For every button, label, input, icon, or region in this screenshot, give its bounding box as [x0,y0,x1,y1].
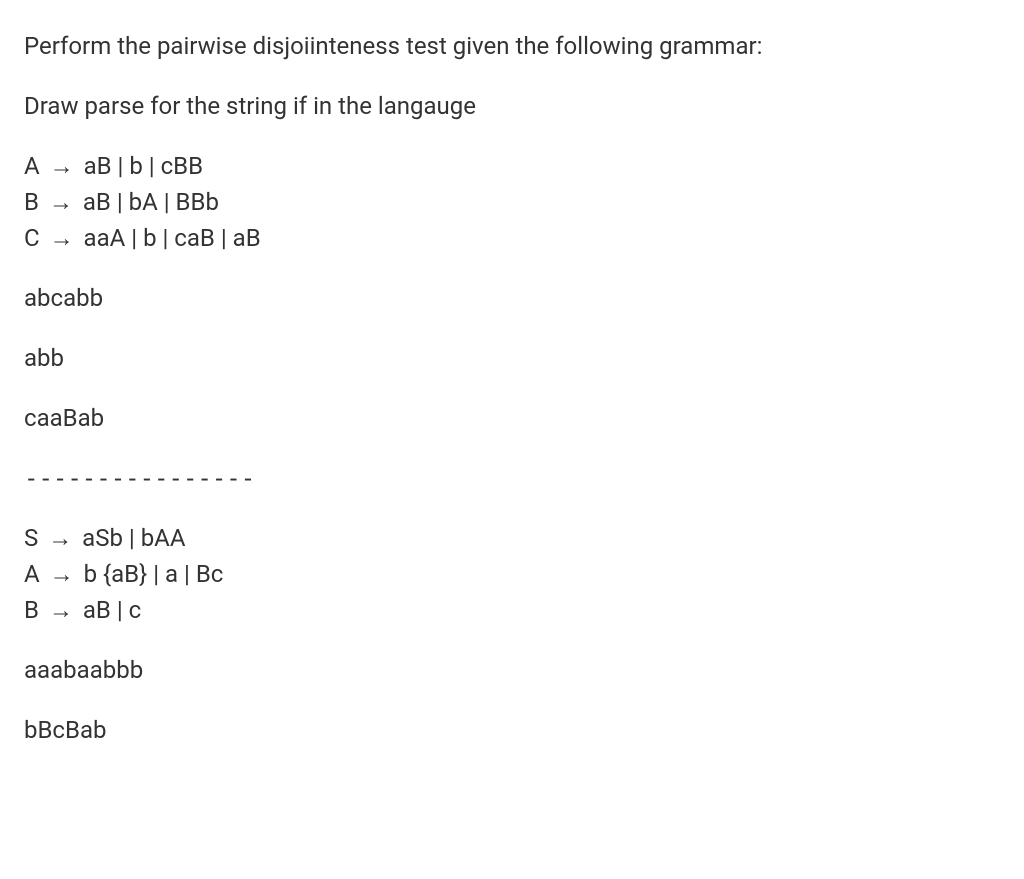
grammar1-rule-A: A → aB | b | cBB [24,148,1000,184]
test-string-1: abcabb [24,280,1000,316]
grammar1-B-rhs: aB | bA | BBb [83,188,219,216]
section-divider: ---------------- [24,460,1000,496]
grammar-block-2: S → aSb | bAA A → b {aB} | a | Bc B → aB… [24,520,1000,628]
test-string-5: bBcBab [24,712,1000,748]
arrow-icon: → [46,556,78,592]
grammar2-B-lhs: B [24,596,39,624]
arrow-icon: → [45,184,77,220]
instruction-line-1: Perform the pairwise disjoiinteness test… [24,28,1000,64]
grammar1-C-rhs: aaA | b | caB | aB [84,224,261,252]
grammar2-S-rhs: aSb | bAA [82,524,185,552]
grammar1-rule-C: C → aaA | b | caB | aB [24,220,1000,256]
grammar1-A-lhs: A [24,152,40,180]
grammar1-B-lhs: B [24,188,39,216]
arrow-icon: → [44,520,76,556]
arrow-icon: → [46,148,78,184]
grammar-block-1: A → aB | b | cBB B → aB | bA | BBb C → a… [24,148,1000,256]
grammar2-A-lhs: A [24,560,40,588]
grammar2-B-rhs: aB | c [83,596,141,624]
grammar2-A-rhs: b {aB} | a | Bc [84,560,224,588]
test-string-4: aaabaabbb [24,652,1000,688]
grammar2-rule-A: A → b {aB} | a | Bc [24,556,1000,592]
arrow-icon: → [45,592,77,628]
arrow-icon: → [46,220,78,256]
instruction-line-2: Draw parse for the string if in the lang… [24,88,1000,124]
grammar1-rule-B: B → aB | bA | BBb [24,184,1000,220]
test-string-3: caaBab [24,400,1000,436]
grammar2-S-lhs: S [24,524,38,552]
grammar2-rule-B: B → aB | c [24,592,1000,628]
grammar1-C-lhs: C [24,224,40,252]
grammar1-A-rhs: aB | b | cBB [84,152,203,180]
test-string-2: abb [24,340,1000,376]
grammar2-rule-S: S → aSb | bAA [24,520,1000,556]
